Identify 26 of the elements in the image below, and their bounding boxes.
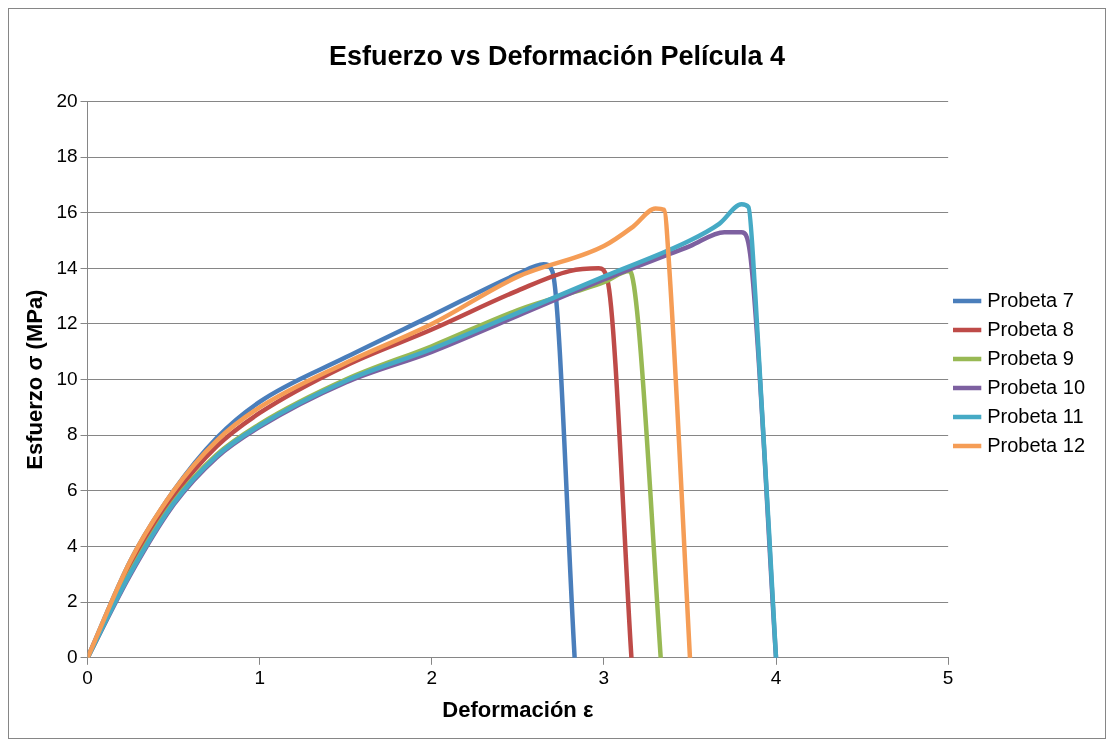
x-tick-label: 3 bbox=[598, 667, 610, 689]
y-axis-title: Esfuerzo σ (MPa) bbox=[22, 289, 48, 470]
legend-label: Probeta 10 bbox=[987, 375, 1086, 398]
x-tick-label: 0 bbox=[82, 667, 93, 689]
y-tick-label: 14 bbox=[56, 256, 78, 278]
y-tick-label: 12 bbox=[56, 312, 78, 334]
chart-title: Esfuerzo vs Deformación Película 4 bbox=[328, 40, 786, 71]
legend-label: Probeta 9 bbox=[987, 346, 1074, 369]
legend-label: Probeta 12 bbox=[987, 433, 1086, 456]
legend-label: Probeta 11 bbox=[987, 404, 1084, 427]
legend-label: Probeta 7 bbox=[987, 288, 1074, 311]
y-tick-label: 20 bbox=[56, 89, 78, 111]
y-tick-label: 8 bbox=[66, 423, 78, 445]
y-tick-label: 6 bbox=[66, 479, 78, 501]
x-tick-label: 4 bbox=[770, 667, 782, 689]
x-tick-label: 1 bbox=[254, 667, 265, 689]
y-tick-label: 16 bbox=[56, 200, 78, 222]
y-tick-label: 18 bbox=[56, 145, 78, 167]
y-tick-label: 4 bbox=[66, 534, 78, 556]
x-axis-title: Deformación ε bbox=[442, 696, 594, 722]
x-tick-label: 5 bbox=[942, 667, 954, 689]
y-tick-label: 2 bbox=[66, 590, 78, 612]
x-tick-label: 2 bbox=[426, 667, 438, 689]
legend-label: Probeta 8 bbox=[987, 317, 1074, 340]
y-tick-label: 0 bbox=[66, 646, 78, 668]
y-tick-label: 10 bbox=[56, 367, 78, 389]
